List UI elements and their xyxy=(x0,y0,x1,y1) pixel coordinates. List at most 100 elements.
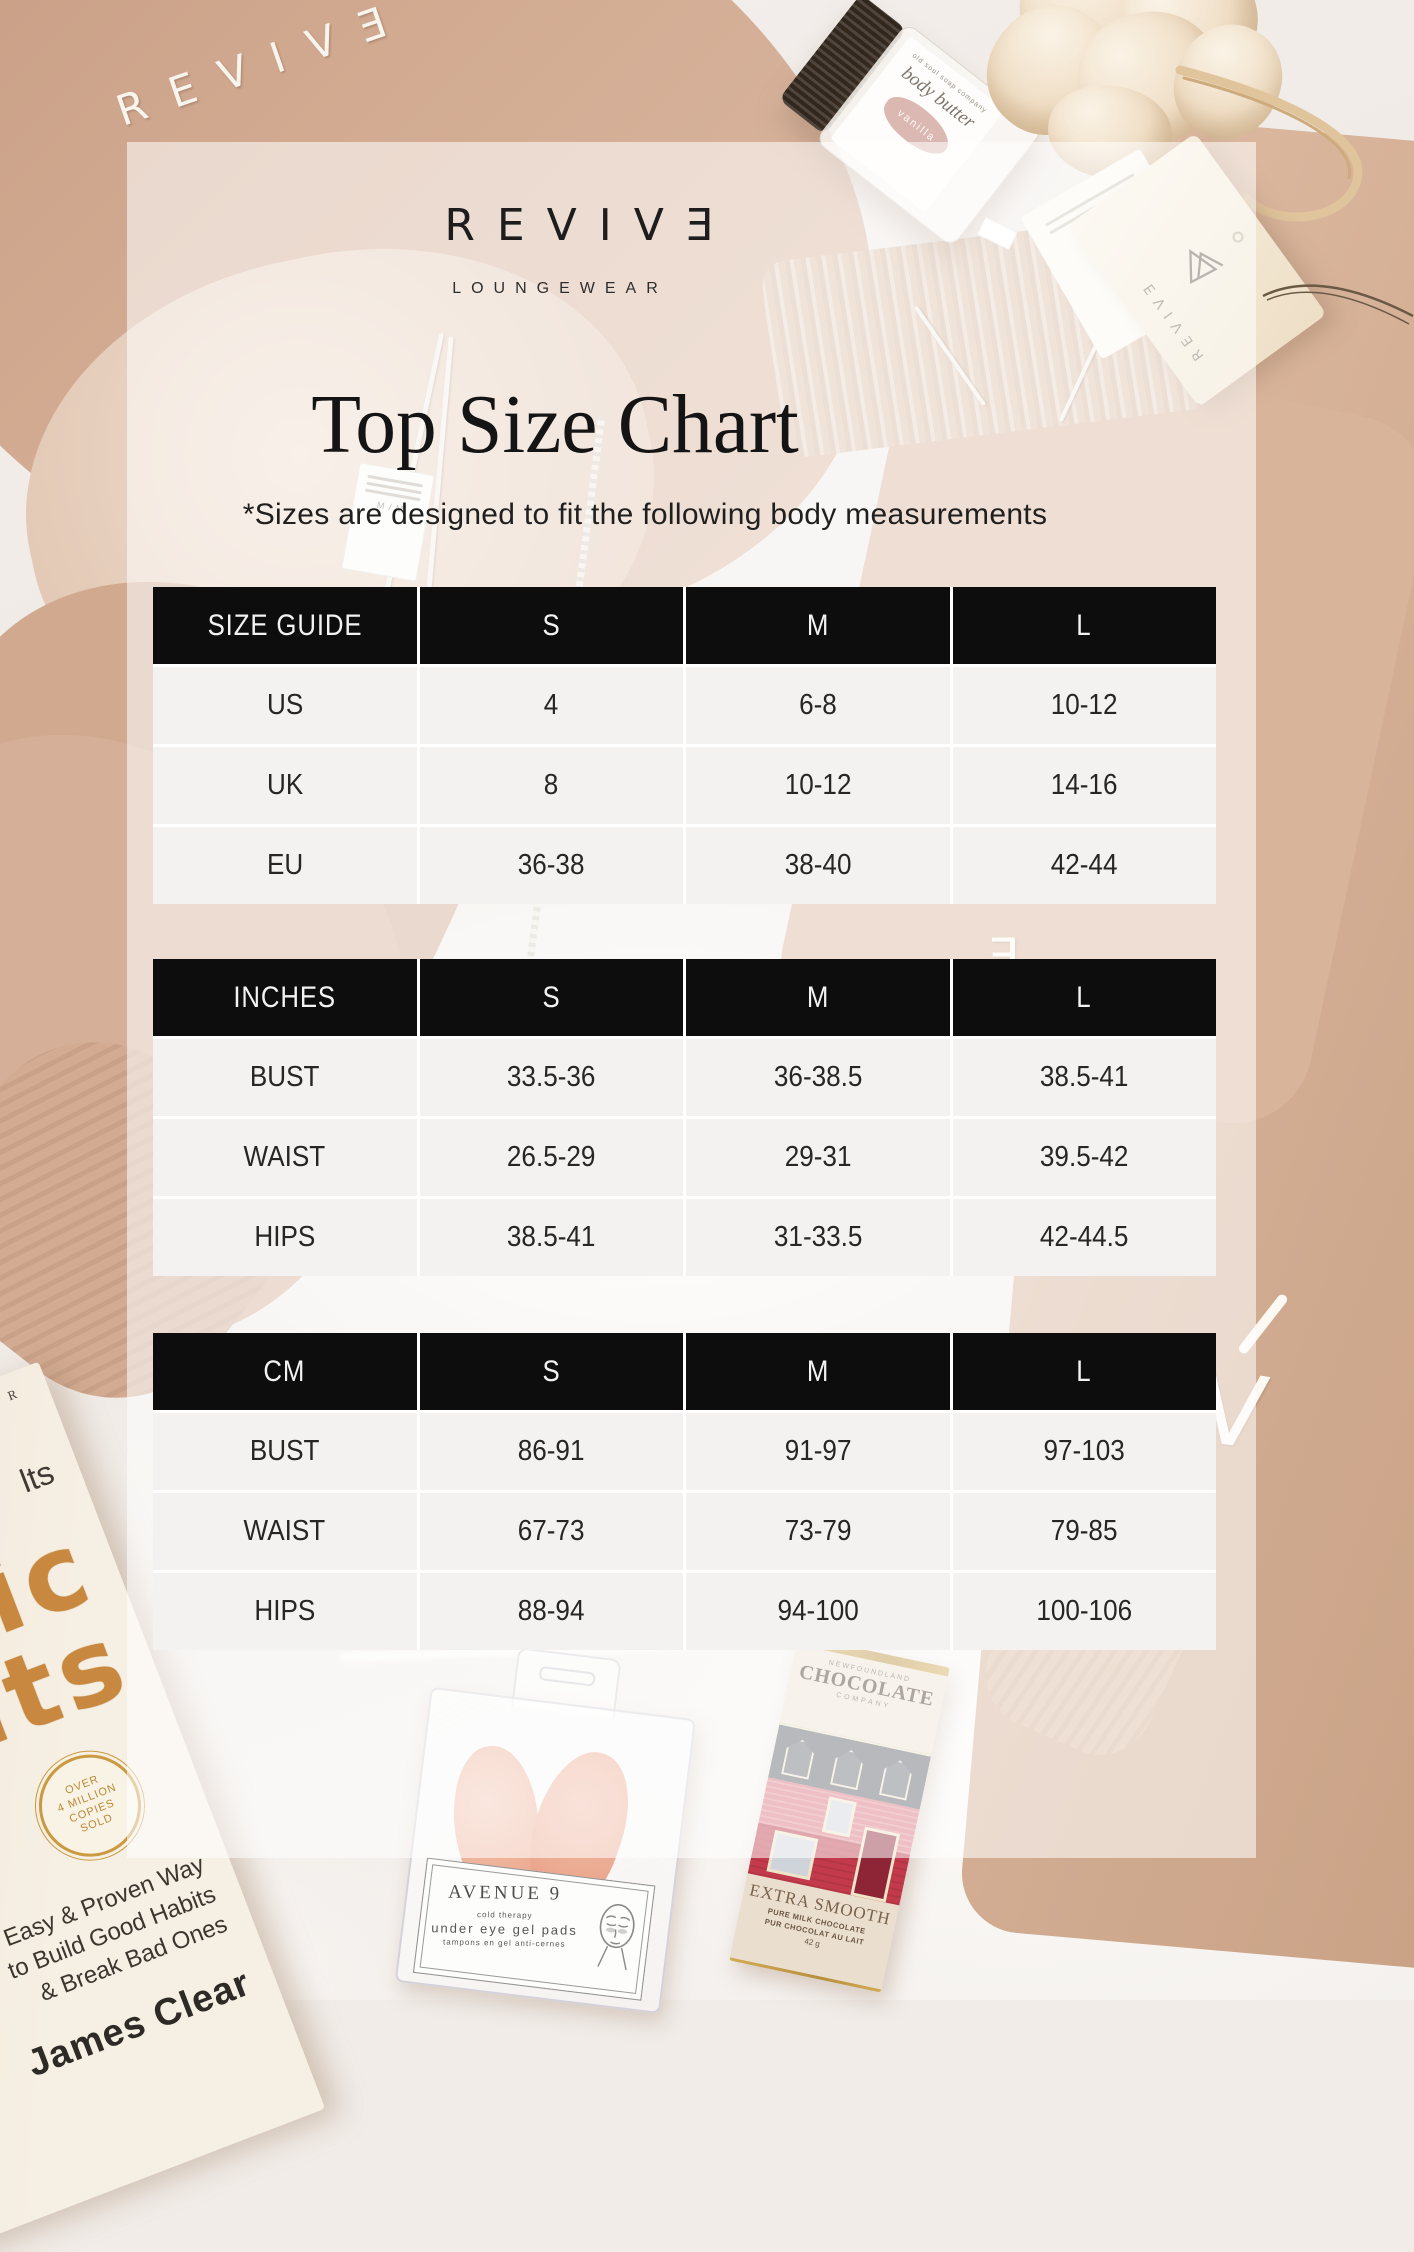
cell-text: 86-91 xyxy=(517,1435,585,1467)
header-text: M xyxy=(806,608,829,642)
header-cell: L xyxy=(952,1333,1216,1410)
cell-text: HIPS xyxy=(254,1221,316,1253)
value-cell: 10-12 xyxy=(952,667,1216,744)
cell-text: 79-85 xyxy=(1050,1515,1118,1547)
cell-text: 42-44 xyxy=(1050,849,1118,881)
value-cell: 38.5-41 xyxy=(952,1039,1216,1116)
size-guide-table: SIZE GUIDE S M L US 4 6-8 10-12 UK 8 10-… xyxy=(153,587,1216,904)
eye-pads-line: tampons en gel anti-cernes xyxy=(443,1937,566,1949)
eye-pads-line: cold therapy xyxy=(476,1910,533,1921)
value-cell: 67-73 xyxy=(419,1493,683,1570)
row-label-cell: BUST xyxy=(153,1039,417,1116)
value-cell: 100-106 xyxy=(952,1573,1216,1650)
cell-text: HIPS xyxy=(254,1595,316,1627)
value-cell: 36-38.5 xyxy=(686,1039,950,1116)
inches-table: INCHES S M L BUST 33.5-36 36-38.5 38.5-4… xyxy=(153,959,1216,1276)
row-label-cell: EU xyxy=(153,827,417,904)
header-cell: S xyxy=(419,959,683,1036)
header-text: M xyxy=(806,1354,829,1388)
value-cell: 42-44 xyxy=(952,827,1216,904)
header-text: SIZE GUIDE xyxy=(207,608,363,642)
header-cell: L xyxy=(952,959,1216,1036)
header-cell: SIZE GUIDE xyxy=(153,587,417,664)
header-text: L xyxy=(1076,1354,1092,1388)
row-label-cell: WAIST xyxy=(153,1493,417,1570)
row-label-cell: HIPS xyxy=(153,1199,417,1276)
header-text: M xyxy=(806,980,829,1014)
cell-text: 14-16 xyxy=(1050,769,1118,801)
row-label-cell: WAIST xyxy=(153,1119,417,1196)
value-cell: 14-16 xyxy=(952,747,1216,824)
cell-text: 91-97 xyxy=(784,1435,852,1467)
package-label-text: AVENUE 9 cold therapy under eye gel pads… xyxy=(419,1881,591,1984)
cell-text: 94-100 xyxy=(777,1595,859,1627)
cell-text: 67-73 xyxy=(517,1515,585,1547)
loofah-cord xyxy=(1175,65,1363,222)
cell-text: 36-38.5 xyxy=(773,1061,863,1093)
value-cell: 88-94 xyxy=(419,1573,683,1650)
page-subtitle: *Sizes are designed to fit the following… xyxy=(242,498,1048,531)
cell-text: 26.5-29 xyxy=(506,1141,596,1173)
value-cell: 39.5-42 xyxy=(952,1119,1216,1196)
header-text: S xyxy=(542,980,561,1014)
cell-text: 10-12 xyxy=(784,769,852,801)
value-cell: 73-79 xyxy=(686,1493,950,1570)
value-cell: 29-31 xyxy=(686,1119,950,1196)
header-cell: M xyxy=(686,959,950,1036)
cell-text: WAIST xyxy=(243,1141,326,1173)
value-cell: 94-100 xyxy=(686,1573,950,1650)
cell-text: 4 xyxy=(543,689,559,721)
eye-gel-pads-package: AVENUE 9 cold therapy under eye gel pads… xyxy=(394,1637,700,2015)
value-cell: 26.5-29 xyxy=(419,1119,683,1196)
value-cell: 10-12 xyxy=(686,747,950,824)
cell-text: 36-38 xyxy=(517,849,585,881)
cell-text: EU xyxy=(266,849,303,881)
cell-text: 38-40 xyxy=(784,849,852,881)
header-text: L xyxy=(1076,980,1092,1014)
package-pouch: AVENUE 9 cold therapy under eye gel pads… xyxy=(394,1686,696,2015)
value-cell: 6-8 xyxy=(686,667,950,744)
row-label-cell: HIPS xyxy=(153,1573,417,1650)
header-cell: S xyxy=(419,1333,683,1410)
cell-text: 6-8 xyxy=(798,689,837,721)
header-text: L xyxy=(1076,608,1092,642)
value-cell: 31-33.5 xyxy=(686,1199,950,1276)
value-cell: 38-40 xyxy=(686,827,950,904)
brand-tagline: LOUNGEWEAR xyxy=(452,280,668,297)
value-cell: 42-44.5 xyxy=(952,1199,1216,1276)
value-cell: 79-85 xyxy=(952,1493,1216,1570)
header-text: S xyxy=(542,1354,561,1388)
header-text: S xyxy=(542,608,561,642)
cell-text: 88-94 xyxy=(517,1595,585,1627)
cell-text: WAIST xyxy=(243,1515,326,1547)
cell-text: UK xyxy=(266,769,303,801)
eye-pads-line: under eye gel pads xyxy=(431,1920,578,1938)
cell-text: 73-79 xyxy=(784,1515,852,1547)
header-cell: S xyxy=(419,587,683,664)
header-cell: M xyxy=(686,587,950,664)
value-cell: 86-91 xyxy=(419,1413,683,1490)
page-title: Top Size Chart xyxy=(311,378,799,471)
value-cell: 4 xyxy=(419,667,683,744)
header-cell: INCHES xyxy=(153,959,417,1036)
header-cell: CM xyxy=(153,1333,417,1410)
value-cell: 8 xyxy=(419,747,683,824)
value-cell: 38.5-41 xyxy=(419,1199,683,1276)
cell-text: 8 xyxy=(543,769,559,801)
package-label: AVENUE 9 cold therapy under eye gel pads… xyxy=(412,1857,656,2001)
brand-logo: REVIVƎ xyxy=(444,200,736,251)
row-label-cell: US xyxy=(153,667,417,744)
cell-text: 38.5-41 xyxy=(1039,1061,1129,1093)
book-bestseller-fragment: L E R xyxy=(0,1384,25,1420)
cell-text: 29-31 xyxy=(784,1141,852,1173)
cell-text: 31-33.5 xyxy=(773,1221,863,1253)
value-cell: 36-38 xyxy=(419,827,683,904)
header-cell: L xyxy=(952,587,1216,664)
value-cell: 33.5-36 xyxy=(419,1039,683,1116)
jar-scent-text: vanilla xyxy=(894,107,938,145)
value-cell: 91-97 xyxy=(686,1413,950,1490)
cell-text: 39.5-42 xyxy=(1039,1141,1129,1173)
row-label-cell: UK xyxy=(153,747,417,824)
cell-text: 97-103 xyxy=(1043,1435,1125,1467)
cell-text: 10-12 xyxy=(1050,689,1118,721)
